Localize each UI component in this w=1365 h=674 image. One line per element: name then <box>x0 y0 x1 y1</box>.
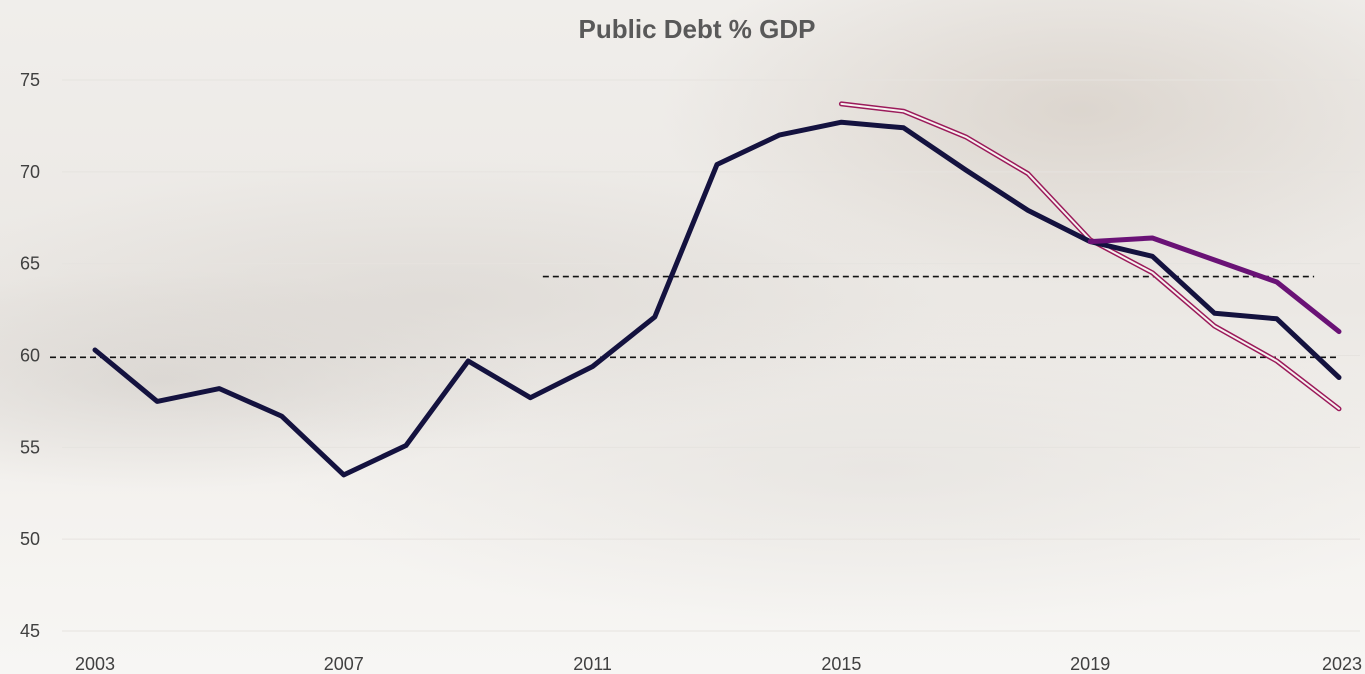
y-tick-label: 55 <box>20 437 40 457</box>
y-tick-label: 60 <box>20 346 40 366</box>
y-tick-label: 50 <box>20 529 40 549</box>
reference-lines <box>50 275 1340 359</box>
series-line-1 <box>92 119 1342 478</box>
y-tick-label: 65 <box>20 254 40 274</box>
y-tick-label: 45 <box>20 621 40 641</box>
series-lines <box>92 101 1342 478</box>
series-line-path <box>1087 235 1342 335</box>
series-line-inner <box>840 102 1340 410</box>
series-line-outline <box>838 101 1342 412</box>
series-line-path <box>92 119 1342 478</box>
x-tick-label: 2015 <box>821 654 861 674</box>
series-line-3 <box>838 101 1342 412</box>
y-tick-label: 70 <box>20 162 40 182</box>
grid-lines <box>62 79 1360 632</box>
series-line-2 <box>1087 235 1342 335</box>
chart-title: Public Debt % GDP <box>579 14 816 44</box>
x-tick-label: 2007 <box>324 654 364 674</box>
x-tick-label: 2011 <box>573 654 612 674</box>
y-tick-label: 75 <box>20 70 40 90</box>
x-tick-label: 2003 <box>75 654 115 674</box>
x-tick-label: 2023 <box>1322 654 1362 674</box>
x-tick-label: 2019 <box>1070 654 1110 674</box>
axis-ticks: 45 50 55 60 65 70 75 2003 2007 2011 2015 2019 2023 <box>20 70 1362 674</box>
